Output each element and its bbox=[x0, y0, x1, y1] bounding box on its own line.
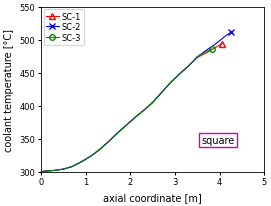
SC-1 bbox=[71, 165, 74, 168]
SC-1 bbox=[53, 169, 56, 172]
SC-1 bbox=[133, 117, 137, 119]
SC-3 bbox=[71, 165, 74, 168]
SC-2 bbox=[124, 125, 128, 127]
SC-3 bbox=[124, 125, 128, 127]
Legend: SC-1, SC-2, SC-3: SC-1, SC-2, SC-3 bbox=[44, 10, 84, 45]
SC-1 bbox=[80, 161, 83, 163]
SC-1 bbox=[62, 168, 65, 171]
Line: SC-3: SC-3 bbox=[38, 47, 214, 175]
SC-2 bbox=[214, 44, 217, 46]
SC-1 bbox=[205, 52, 208, 55]
Y-axis label: coolant temperature [°C]: coolant temperature [°C] bbox=[4, 29, 14, 151]
SC-3 bbox=[115, 132, 119, 135]
SC-2 bbox=[142, 110, 145, 112]
SC-3 bbox=[107, 141, 110, 144]
SC-3 bbox=[205, 51, 208, 54]
SC-2 bbox=[62, 168, 65, 171]
SC-1 bbox=[40, 171, 43, 173]
SC-3 bbox=[98, 149, 101, 151]
SC-2 bbox=[40, 171, 43, 173]
SC-3 bbox=[151, 102, 154, 104]
SC-1 bbox=[169, 82, 172, 84]
SC-3 bbox=[160, 92, 163, 94]
SC-1 bbox=[98, 149, 101, 151]
SC-3 bbox=[80, 161, 83, 163]
SC-1 bbox=[160, 92, 163, 94]
SC-2 bbox=[205, 50, 208, 52]
SC-2 bbox=[160, 92, 163, 94]
SC-1 bbox=[107, 141, 110, 144]
SC-2 bbox=[107, 141, 110, 144]
SC-2 bbox=[151, 102, 154, 104]
SC-3 bbox=[89, 156, 92, 158]
Text: square: square bbox=[202, 135, 235, 145]
SC-3 bbox=[187, 66, 190, 68]
SC-2 bbox=[115, 132, 119, 135]
SC-3 bbox=[53, 169, 56, 172]
SC-3 bbox=[196, 56, 199, 59]
SC-1 bbox=[214, 47, 217, 50]
SC-2 bbox=[222, 37, 226, 39]
SC-2 bbox=[71, 165, 74, 168]
SC-3 bbox=[40, 171, 43, 173]
SC-1 bbox=[44, 170, 47, 172]
SC-1 bbox=[196, 57, 199, 60]
SC-3 bbox=[169, 82, 172, 84]
SC-2 bbox=[44, 170, 47, 172]
SC-1 bbox=[178, 73, 181, 76]
SC-1 bbox=[151, 102, 154, 104]
SC-2 bbox=[169, 82, 172, 84]
SC-2 bbox=[178, 73, 181, 76]
SC-2 bbox=[187, 66, 190, 68]
SC-3 bbox=[142, 110, 145, 112]
SC-1 bbox=[124, 125, 128, 127]
SC-1 bbox=[142, 110, 145, 112]
SC-3 bbox=[210, 48, 213, 51]
SC-3 bbox=[44, 170, 47, 172]
SC-1 bbox=[187, 66, 190, 68]
SC-2 bbox=[133, 117, 137, 119]
SC-3 bbox=[133, 117, 137, 119]
SC-2 bbox=[53, 169, 56, 172]
SC-2 bbox=[229, 32, 232, 34]
X-axis label: axial coordinate [m]: axial coordinate [m] bbox=[103, 192, 202, 202]
SC-2 bbox=[98, 149, 101, 151]
SC-3 bbox=[178, 73, 181, 76]
SC-1 bbox=[115, 132, 119, 135]
SC-3 bbox=[62, 168, 65, 171]
Line: SC-1: SC-1 bbox=[38, 42, 225, 175]
SC-1 bbox=[89, 156, 92, 158]
SC-2 bbox=[196, 56, 199, 59]
SC-2 bbox=[89, 156, 92, 158]
SC-1 bbox=[220, 43, 224, 46]
Line: SC-2: SC-2 bbox=[38, 30, 234, 175]
SC-2 bbox=[80, 161, 83, 163]
